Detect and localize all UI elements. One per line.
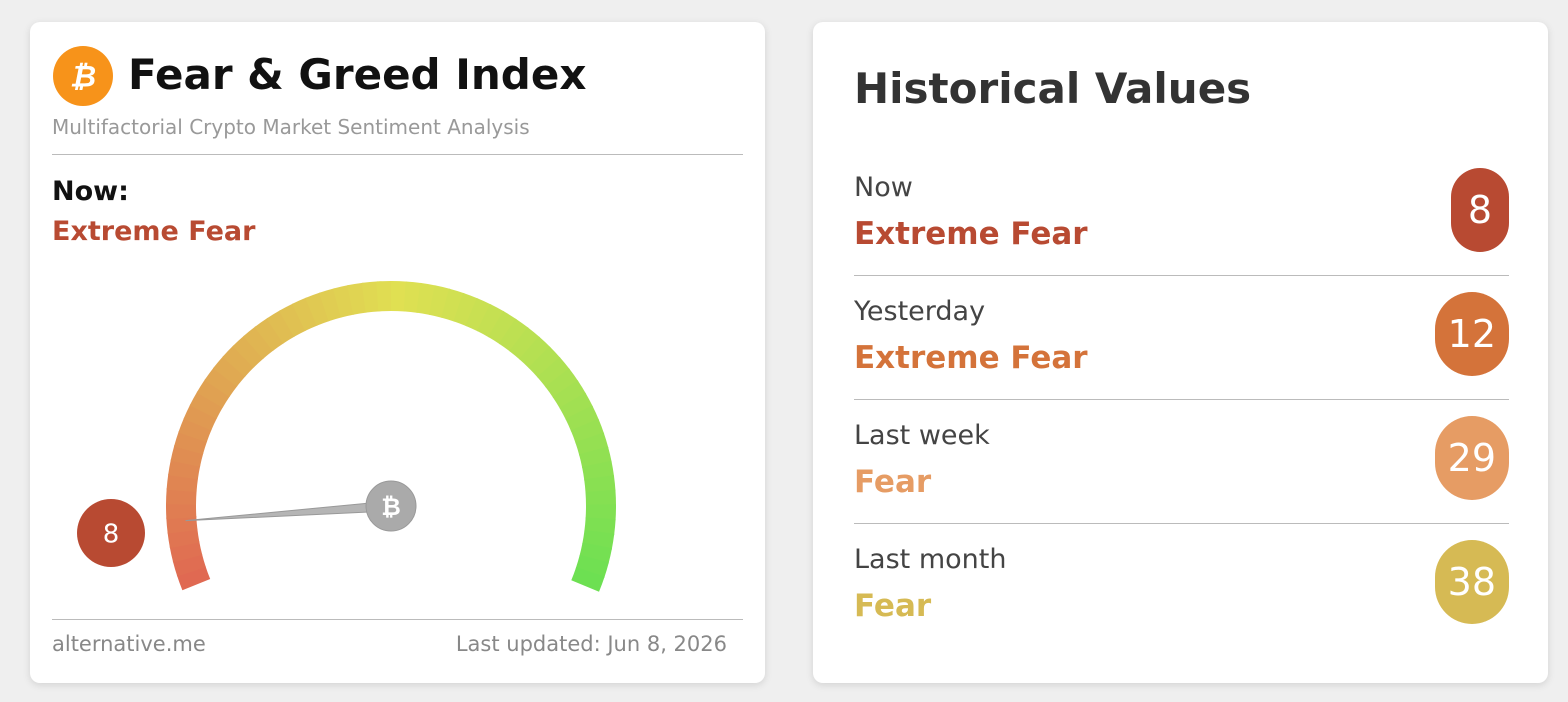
gauge-arc: [537, 357, 570, 388]
gauge-arc: [416, 282, 437, 316]
gauge-arc: [168, 459, 201, 480]
gauge-card: ₿ Fear & Greed Index Multifactorial Cryp…: [30, 22, 765, 683]
classification: Extreme Fear: [854, 340, 1088, 376]
needle-hub: [365, 480, 417, 532]
divider: [854, 275, 1509, 276]
gauge-arc: [291, 297, 319, 331]
gauge-arc: [476, 304, 505, 338]
classification: Fear: [854, 464, 932, 500]
gauge-arc: [585, 489, 616, 507]
gauge-arc: [178, 417, 212, 443]
gauge-arc: [584, 475, 616, 494]
gauge-arc: [222, 345, 255, 377]
value-badge: 8: [1451, 168, 1509, 252]
classification: Extreme Fear: [52, 216, 256, 247]
gauge-arc: [441, 288, 465, 322]
gauge-arc: [528, 346, 561, 378]
gauge-needle: [185, 500, 392, 522]
gauge-arc: [213, 355, 246, 387]
now-label: Now:: [52, 176, 129, 207]
gauge-arc: [570, 418, 605, 444]
gauge-arc: [305, 292, 330, 326]
value-badge: 12: [1434, 292, 1509, 376]
divider: [854, 523, 1509, 524]
gauge-arc: [519, 336, 551, 369]
gauge-arc: [428, 285, 451, 318]
last-updated: Last updated: Jun 8, 2026: [455, 632, 727, 656]
gauge-arc: [465, 297, 492, 332]
subtitle: Multifactorial Crypto Market Sentiment A…: [52, 115, 530, 139]
title: Fear & Greed Index: [128, 50, 587, 99]
period: Now: [854, 172, 913, 203]
gauge-arc: [254, 317, 285, 352]
gauge-arc: [579, 542, 613, 564]
gauge-arc: [189, 391, 224, 419]
gauge-arc: [565, 405, 600, 432]
gauge-arc: [552, 380, 587, 409]
period: Last week: [854, 420, 990, 451]
divider: [52, 619, 743, 620]
gauge-arc: [579, 446, 612, 469]
history-row: Last month Fear 38: [854, 540, 1509, 664]
gauge-arc: [403, 281, 422, 313]
classification: Fear: [854, 588, 932, 624]
gauge-arc: [204, 367, 238, 398]
history-row: Yesterday Extreme Fear 12: [854, 292, 1509, 416]
gauge-arc: [166, 515, 198, 534]
gauge-arc: [488, 310, 517, 345]
gauge-arc: [170, 444, 204, 467]
gauge-arc: [453, 292, 479, 327]
divider: [52, 154, 743, 155]
gauge-arc: [196, 378, 231, 408]
divider: [854, 399, 1509, 400]
gauge-arc: [509, 327, 540, 360]
gauge-arc: [584, 517, 616, 536]
classification: Extreme Fear: [854, 216, 1088, 252]
gauge-arc: [559, 392, 593, 421]
gauge-arc: [318, 288, 343, 322]
history-row: Last week Fear 29: [854, 416, 1509, 540]
gauge-arc: [243, 326, 274, 360]
gauge-arc: [266, 310, 296, 344]
source: alternative.me: [52, 632, 206, 656]
gauge-arc: [169, 541, 203, 563]
gauge-arc: [278, 303, 307, 337]
gauge-arc: [347, 282, 368, 315]
gauge-arc: [174, 431, 208, 455]
hub-icon: ₿: [381, 493, 401, 521]
gauge-arc: [183, 404, 218, 431]
gauge-arc: [172, 553, 206, 577]
gauge-arc: [166, 473, 199, 493]
history-title: Historical Values: [854, 64, 1252, 113]
value-badge: 29: [1434, 416, 1509, 500]
value-label: 8: [103, 520, 120, 550]
gauge-arc: [575, 432, 609, 456]
gauge-arc: [498, 318, 529, 352]
period: Yesterday: [854, 296, 986, 327]
gauge-arc: [581, 460, 615, 481]
gauge-arc: [575, 554, 609, 579]
gauge-arc: [361, 281, 380, 313]
value-badge: 38: [1434, 540, 1509, 624]
svg-text:₿: ₿: [70, 60, 96, 95]
gauge-arc: [545, 368, 579, 399]
gauge-arc: [167, 528, 200, 549]
history-row: Now Extreme Fear 8: [854, 168, 1509, 292]
gauge-arc: [232, 335, 265, 368]
gauge-arc: [390, 281, 408, 312]
gauge-arc: [166, 488, 197, 505]
gauge-arc: [582, 529, 615, 550]
gauge: ₿8: [77, 281, 616, 592]
value-badge: [77, 499, 145, 567]
gauge-arc: [176, 565, 211, 591]
gauge-arc: [333, 284, 355, 318]
gauge-arc: [571, 567, 605, 592]
bitcoin-icon: ₿: [53, 46, 113, 106]
period: Last month: [854, 544, 1007, 575]
history-card: Historical Values Now Extreme Fear 8 Yester…: [813, 22, 1548, 683]
